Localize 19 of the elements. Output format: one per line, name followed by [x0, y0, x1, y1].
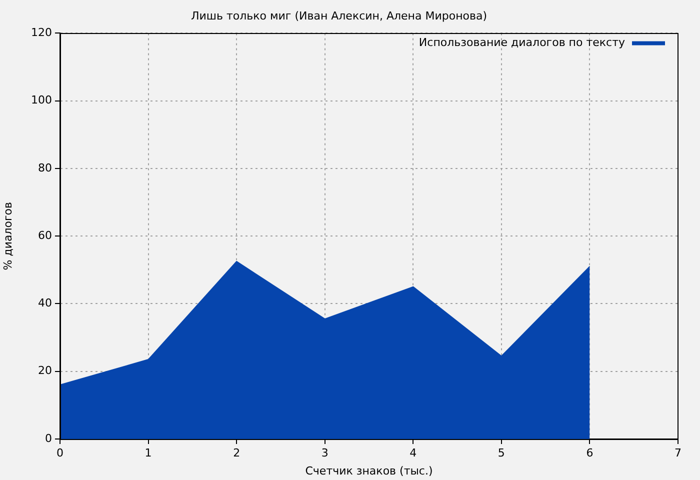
x-tick-label: 0 — [56, 446, 64, 460]
y-tick-label: 80 — [38, 161, 52, 174]
x-tick-label: 5 — [498, 446, 505, 460]
y-tick-label: 60 — [38, 228, 52, 242]
y-tick-label: 0 — [45, 432, 52, 445]
y-axis-title: % диалогов — [1, 202, 14, 270]
chart-title: Лишь только миг (Иван Алексин, Алена Миронова) — [190, 9, 488, 22]
x-axis-title: Счетчик знаков (тыс.) — [305, 464, 433, 478]
x-tick-label: 7 — [674, 446, 682, 460]
y-tick-label: 40 — [38, 296, 52, 310]
x-tick-label: 6 — [586, 446, 594, 460]
y-tick-label: 100 — [31, 94, 52, 107]
legend-label: Использование диалогов по тексту — [418, 36, 626, 50]
x-tick-label: 4 — [410, 446, 417, 460]
y-tick-label: 120 — [31, 26, 52, 40]
x-tick-label: 3 — [321, 446, 328, 460]
x-tick-label: 2 — [233, 446, 240, 460]
x-tick-label: 1 — [144, 446, 152, 460]
y-tick-label: 20 — [38, 364, 52, 378]
